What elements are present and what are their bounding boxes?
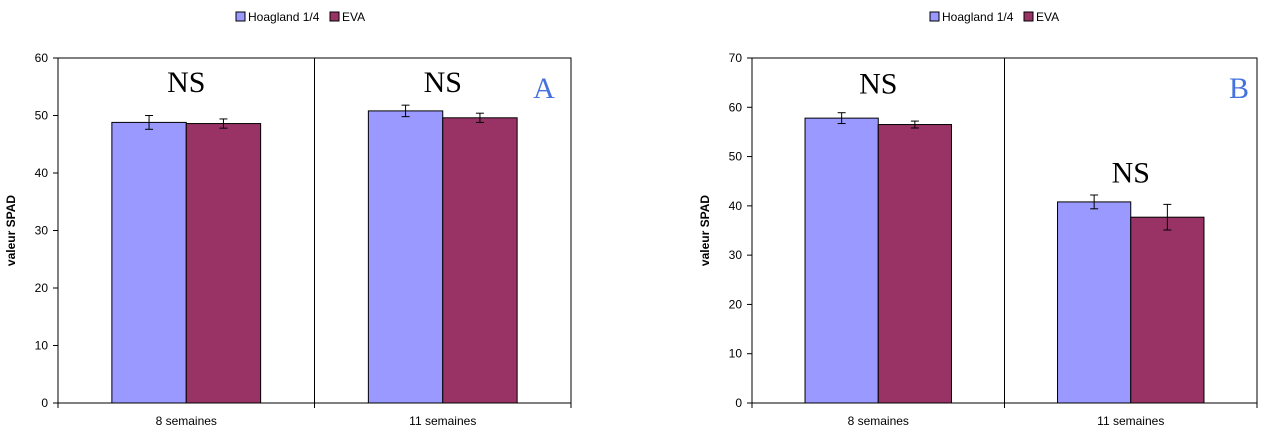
legend: Hoagland 1/4 EVA — [235, 10, 365, 24]
y-tick-label: 10 — [35, 339, 49, 353]
chart-2: 0 10 20 30 40 50 60 70 valeur SPAD 8 semaines 11 s… — [698, 10, 1258, 428]
bar-eva — [442, 117, 518, 404]
legend-label: Hoagland 1/4 — [248, 10, 320, 24]
legend-swatch — [929, 11, 940, 22]
legend-swatch — [235, 11, 246, 22]
y-tick-label: 70 — [729, 51, 743, 65]
y-tick-label: 50 — [729, 150, 743, 164]
bar-hoagland-1-4 — [804, 117, 879, 404]
y-tick-label: 20 — [729, 297, 743, 311]
y-tick-label: 40 — [35, 166, 49, 180]
bar-eva — [185, 123, 262, 404]
significance-label: NS — [859, 68, 897, 101]
panel-letter: A — [533, 72, 555, 105]
significance-label: NS — [1112, 156, 1150, 189]
y-tick-label: 10 — [729, 347, 743, 361]
y-tick-label: 0 — [41, 396, 48, 410]
y-tick-label: 0 — [735, 396, 742, 410]
panel-letter: B — [1229, 72, 1249, 105]
bar-eva — [1130, 216, 1205, 404]
x-tick-label: 11 semaines — [1097, 414, 1164, 428]
legend-label: EVA — [342, 10, 365, 24]
legend-swatch — [329, 11, 340, 22]
y-tick-label: 30 — [35, 224, 49, 238]
legend-label: Hoagland 1/4 — [942, 10, 1014, 24]
y-axis-label: valeur SPAD — [4, 195, 18, 266]
y-tick-label: 60 — [729, 100, 743, 114]
y-axis-label: valeur SPAD — [698, 195, 712, 266]
significance-label: NS — [167, 66, 205, 99]
y-tick-label: 30 — [729, 248, 743, 262]
significance-label: NS — [424, 66, 462, 99]
bar-hoagland-1-4 — [1057, 201, 1132, 404]
x-tick-label: 8 semaines — [848, 414, 909, 428]
y-tick-label: 40 — [729, 199, 743, 213]
legend-swatch — [1023, 11, 1034, 22]
legend: Hoagland 1/4 EVA — [929, 10, 1059, 24]
x-tick-label: 11 semaines — [409, 414, 476, 428]
legend-label: EVA — [1036, 10, 1059, 24]
y-tick-label: 20 — [35, 281, 49, 295]
bar-eva — [877, 124, 952, 404]
bar-hoagland-1-4 — [111, 121, 187, 404]
x-tick-label: 8 semaines — [156, 414, 217, 428]
bar-hoagland-1-4 — [367, 110, 444, 404]
y-tick-label: 60 — [35, 51, 49, 65]
chart-1: 0 10 20 30 40 50 60 valeur SPAD 8 semaines 11 sem… — [4, 10, 572, 428]
y-tick-label: 50 — [35, 109, 49, 123]
